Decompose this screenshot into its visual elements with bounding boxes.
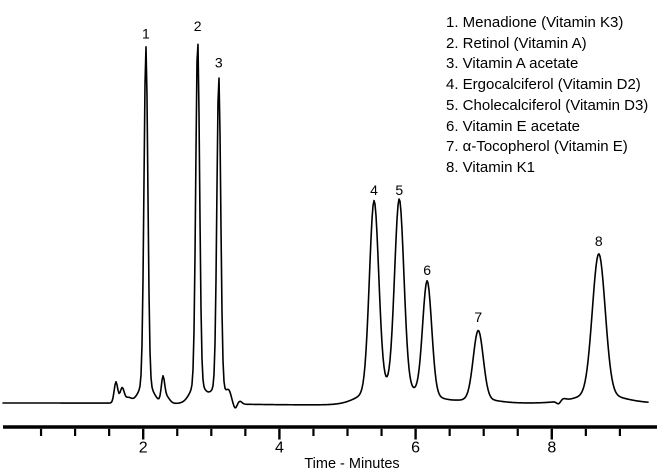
peak-number-label: 3 <box>215 54 223 70</box>
x-axis-title: Time - Minutes <box>304 456 400 472</box>
legend-item: 5. Cholecalciferol (Vitamin D3) <box>446 96 649 114</box>
peak-number-label: 7 <box>474 309 482 325</box>
x-axis-tick-label: 2 <box>139 440 148 457</box>
legend-item: 4. Ergocalciferol (Vitamin D2) <box>446 76 641 94</box>
legend-item: 2. Retinol (Vitamin A) <box>446 34 587 52</box>
legend-item: 6. Vitamin E acetate <box>446 117 580 135</box>
legend-item: 1. Menadione (Vitamin K3) <box>446 14 624 31</box>
peak-number-label: 5 <box>395 182 403 198</box>
peak-number-label: 8 <box>595 233 603 249</box>
legend-item: 3. Vitamin A acetate <box>446 55 579 73</box>
peak-number-label: 2 <box>194 18 202 34</box>
x-axis-tick-label: 8 <box>547 440 556 457</box>
peak-legend: 1. Menadione (Vitamin K3) 2. Retinol (Vit… <box>446 13 648 179</box>
peak-number-label: 6 <box>423 262 431 278</box>
legend-item: 7. α-Tocopherol (Vitamin E) <box>446 138 628 156</box>
x-axis-tick-label: 6 <box>411 440 420 457</box>
chromatogram-trace <box>2 43 649 409</box>
x-axis-tick-label: 4 <box>275 440 284 457</box>
peak-number-label: 1 <box>142 25 150 41</box>
peak-number-label: 4 <box>370 182 378 198</box>
legend-item: 8. Vitamin K1 <box>446 158 535 176</box>
